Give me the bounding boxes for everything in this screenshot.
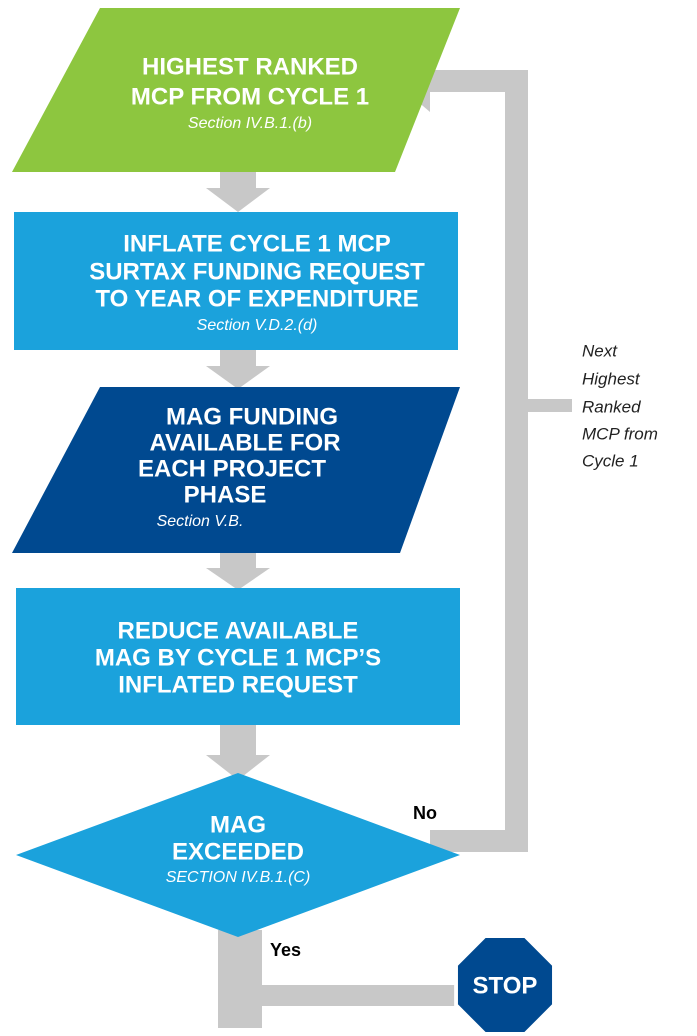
- node-section: SECTION IV.B.1.(C): [166, 869, 311, 886]
- loop-arrow: [395, 52, 528, 852]
- node-text: EXCEEDED: [172, 838, 304, 865]
- loop-tick: [528, 399, 572, 412]
- stop-text: STOP: [473, 972, 538, 999]
- loop-label: Highest: [582, 369, 641, 388]
- arrow: [206, 725, 270, 780]
- loop-label: Ranked: [582, 397, 641, 416]
- data-node: [12, 387, 460, 553]
- arrow: [206, 172, 270, 212]
- node-text: MAG: [210, 811, 266, 838]
- node-text: MAG BY CYCLE 1 MCP’S: [95, 644, 381, 671]
- arrow: [206, 350, 270, 389]
- node-text: PHASE: [184, 481, 267, 508]
- node-text: REDUCE AVAILABLE: [118, 617, 359, 644]
- edge-label: No: [413, 803, 437, 823]
- node-text: SURTAX FUNDING REQUEST: [89, 258, 425, 285]
- loop-label: Next: [582, 341, 618, 360]
- loop-label: MCP from: [582, 424, 658, 443]
- edge-label: Yes: [270, 940, 301, 960]
- loop-label: Cycle 1: [582, 451, 639, 470]
- node-text: HIGHEST RANKED: [142, 53, 358, 80]
- node-text: MCP FROM CYCLE 1: [131, 83, 369, 110]
- node-text: INFLATE CYCLE 1 MCP: [123, 230, 391, 257]
- node-section: Section V.B.: [157, 513, 244, 530]
- process-node: [14, 212, 458, 350]
- yes-path: [218, 930, 460, 1028]
- node-section: Section V.D.2.(d): [197, 317, 318, 334]
- node-text: INFLATED REQUEST: [118, 671, 358, 698]
- node-text: EACH PROJECT: [138, 455, 326, 482]
- node-text: AVAILABLE FOR: [149, 429, 340, 456]
- arrow: [206, 553, 270, 590]
- node-section: Section IV.B.1.(b): [188, 115, 312, 132]
- connectors: [206, 52, 572, 1028]
- process-node: [16, 588, 460, 725]
- start-node: [12, 8, 460, 172]
- node-text: TO YEAR OF EXPENDITURE: [95, 285, 418, 312]
- decision-node: [16, 773, 460, 937]
- stop-node: [454, 934, 556, 1036]
- node-text: MAG FUNDING: [166, 403, 338, 430]
